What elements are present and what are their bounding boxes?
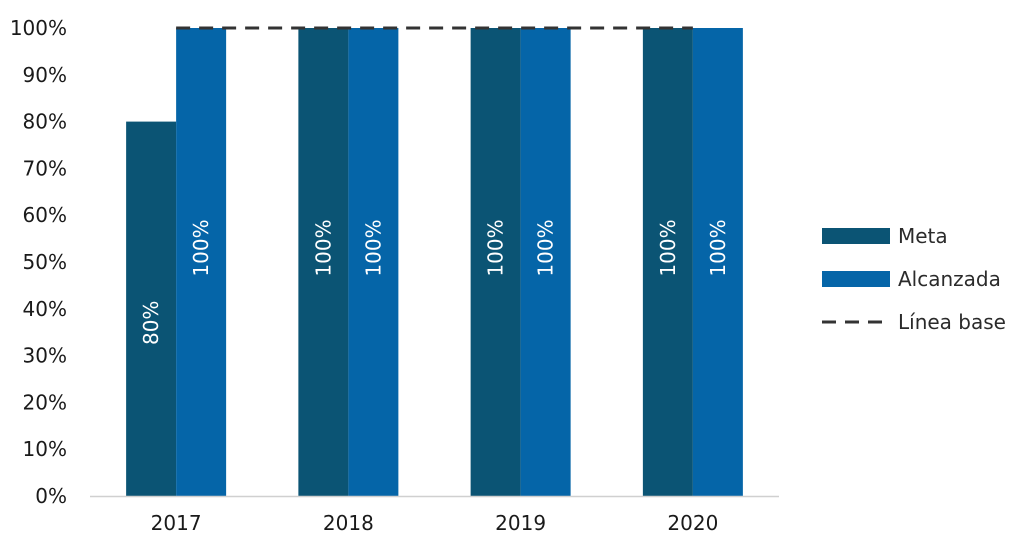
data-label: 100% xyxy=(311,219,335,276)
bar-alcanzada xyxy=(692,28,743,496)
bar-alcanzada xyxy=(520,28,571,496)
legend-label: Meta xyxy=(898,224,948,248)
data-label: 100% xyxy=(534,219,558,276)
bar-meta xyxy=(126,121,177,496)
legend-label: Alcanzada xyxy=(898,267,1001,291)
y-tick-label: 80% xyxy=(23,110,67,134)
x-tick-label: 2019 xyxy=(495,511,546,535)
y-tick-label: 70% xyxy=(23,156,67,180)
bar-alcanzada xyxy=(348,28,399,496)
x-axis-ticks: 2017 2018 2019 2020 xyxy=(151,511,719,535)
y-tick-label: 10% xyxy=(23,437,67,461)
y-tick-label: 20% xyxy=(23,390,67,414)
x-tick-label: 2017 xyxy=(151,511,202,535)
bar-meta xyxy=(298,28,349,496)
data-label: 100% xyxy=(706,219,730,276)
data-label: 100% xyxy=(484,219,508,276)
x-tick-label: 2018 xyxy=(323,511,374,535)
y-axis-ticks: 0% 10% 20% 30% 40% 50% 60% 70% 80% 90% 100% xyxy=(10,16,67,508)
data-label: 80% xyxy=(139,301,163,345)
bars-group: 80% 100% 100% 100% 100% 100% 100% 100% xyxy=(126,28,743,496)
legend: Meta Alcanzada Línea base xyxy=(822,224,1006,334)
data-label: 100% xyxy=(189,219,213,276)
y-tick-label: 50% xyxy=(23,250,67,274)
bar-meta xyxy=(470,28,521,496)
y-tick-label: 90% xyxy=(23,63,67,87)
y-tick-label: 30% xyxy=(23,344,67,368)
bar-alcanzada xyxy=(176,28,227,496)
y-tick-label: 100% xyxy=(10,16,67,40)
legend-swatch-meta xyxy=(822,228,890,244)
y-tick-label: 0% xyxy=(35,484,67,508)
bar-meta xyxy=(642,28,693,496)
x-tick-label: 2020 xyxy=(667,511,718,535)
legend-swatch-alcanzada xyxy=(822,271,890,287)
data-label: 100% xyxy=(361,219,385,276)
y-tick-label: 40% xyxy=(23,297,67,321)
data-label: 100% xyxy=(656,219,680,276)
y-tick-label: 60% xyxy=(23,203,67,227)
legend-label: Línea base xyxy=(898,310,1006,334)
